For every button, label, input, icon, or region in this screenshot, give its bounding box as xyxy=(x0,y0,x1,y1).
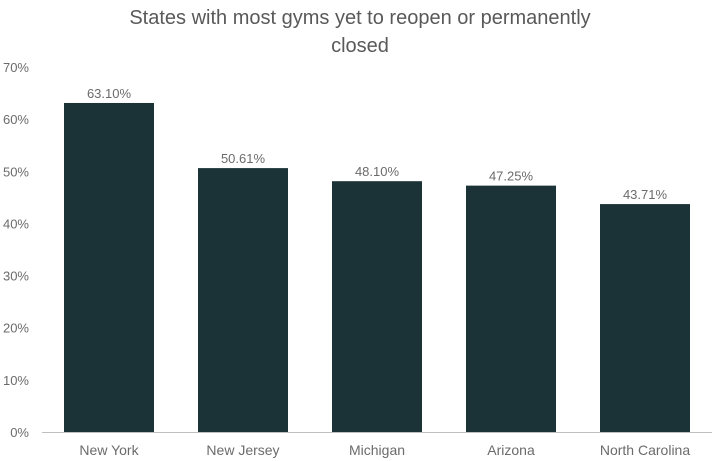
y-tick-label: 30% xyxy=(3,269,29,284)
data-label: 63.10% xyxy=(87,86,132,101)
bars xyxy=(64,102,690,433)
y-tick-label: 70% xyxy=(3,60,29,75)
x-tick-label: Arizona xyxy=(487,442,535,458)
bar xyxy=(332,181,422,432)
data-label: 43.71% xyxy=(623,187,668,202)
bar xyxy=(198,168,288,433)
chart-title: States with most gyms yet to reopen or p… xyxy=(0,4,720,60)
x-axis: New York New Jersey Michigan Arizona North C… xyxy=(42,432,712,458)
data-label: 50.61% xyxy=(221,151,266,166)
y-tick-label: 50% xyxy=(3,164,29,179)
x-tick-label: New York xyxy=(79,442,139,458)
x-tick-label: New Jersey xyxy=(206,442,279,458)
data-label: 47.25% xyxy=(489,169,534,184)
y-tick-label: 40% xyxy=(3,216,29,231)
y-tick-label: 20% xyxy=(3,321,29,336)
bar xyxy=(600,204,690,432)
chart-title-line-2: closed xyxy=(331,35,389,57)
y-axis: 0% 10% 20% 30% 40% 50% 60% 70% xyxy=(3,60,29,440)
bar xyxy=(466,185,556,432)
x-tick-label: Michigan xyxy=(349,442,405,458)
y-tick-label: 10% xyxy=(3,373,29,388)
bar xyxy=(64,102,154,432)
chart-title-line-1: States with most gyms yet to reopen or p… xyxy=(129,7,591,29)
y-tick-label: 60% xyxy=(3,112,29,127)
x-tick-label: North Carolina xyxy=(600,442,690,458)
y-tick-label: 0% xyxy=(10,425,29,440)
value-labels: 63.10% 50.61% 48.10% 47.25% 43.71% xyxy=(87,86,668,202)
data-label: 48.10% xyxy=(355,164,400,179)
